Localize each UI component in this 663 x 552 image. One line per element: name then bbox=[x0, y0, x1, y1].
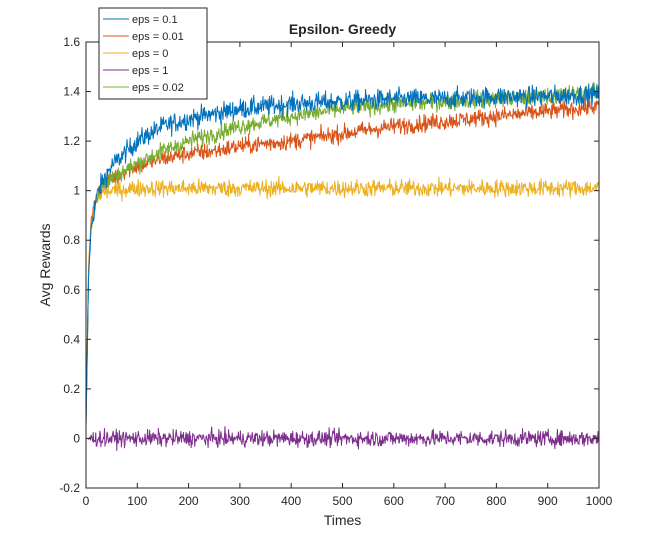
x-tick-label: 700 bbox=[435, 494, 455, 508]
x-tick-label: 900 bbox=[538, 494, 558, 508]
x-tick-label: 800 bbox=[486, 494, 506, 508]
legend-entry-label: eps = 0 bbox=[132, 48, 168, 60]
series-line-eps-1 bbox=[85, 425, 600, 452]
y-axis-label: Avg Rewards bbox=[37, 223, 53, 306]
y-tick-label: 1.2 bbox=[63, 134, 80, 148]
y-tick-label: 1.4 bbox=[63, 85, 80, 99]
legend: eps = 0.1 eps = 0.01 eps = 0 eps = 1 eps = 0… bbox=[98, 7, 208, 100]
legend-entry-label: eps = 0.02 bbox=[132, 82, 184, 94]
x-tick-label: 0 bbox=[83, 494, 90, 508]
y-tick-label: 0.4 bbox=[63, 332, 80, 346]
y-tick-label: 0.2 bbox=[63, 382, 80, 396]
x-tick-label: 1000 bbox=[586, 494, 613, 508]
series-line-eps-0 bbox=[85, 175, 600, 427]
legend-entry-label: eps = 1 bbox=[132, 65, 168, 77]
y-tick-label: 0 bbox=[73, 431, 80, 445]
x-tick-label: 200 bbox=[179, 494, 199, 508]
axes-layer: 0 100 200 300 400 500 600 700 800 900 1000-0.200.2… bbox=[59, 35, 612, 508]
y-tick-label: 0.8 bbox=[63, 233, 80, 247]
x-tick-label: 600 bbox=[384, 494, 404, 508]
x-tick-label: 300 bbox=[230, 494, 250, 508]
y-tick-label: 0.6 bbox=[63, 283, 80, 297]
x-tick-label: 500 bbox=[332, 494, 352, 508]
series-layer bbox=[85, 81, 600, 452]
x-tick-label: 400 bbox=[281, 494, 301, 508]
chart-title: Epsilon- Greedy bbox=[289, 21, 397, 37]
x-tick-label: 100 bbox=[127, 494, 147, 508]
y-tick-label: 1 bbox=[73, 184, 80, 198]
y-tick-label: 1.6 bbox=[63, 35, 80, 49]
legend-entry-label: eps = 0.01 bbox=[132, 31, 184, 43]
series-line-eps-0-1 bbox=[85, 83, 600, 427]
series-line-eps-0-01 bbox=[85, 95, 600, 427]
x-axis-label: Times bbox=[324, 512, 362, 528]
y-tick-label: -0.2 bbox=[59, 481, 80, 495]
plot-area bbox=[86, 42, 599, 488]
legend-entry-label: eps = 0.1 bbox=[132, 14, 178, 26]
